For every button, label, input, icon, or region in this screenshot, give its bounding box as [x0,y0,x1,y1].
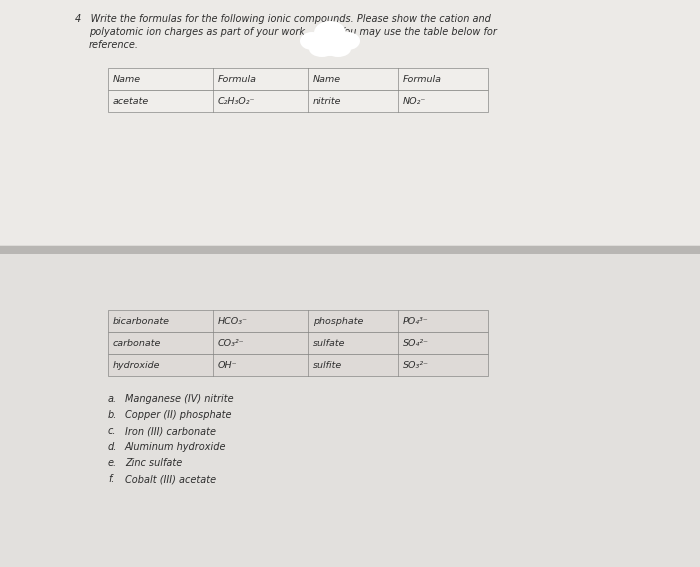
Text: PO₄³⁻: PO₄³⁻ [403,316,428,325]
Text: NO₂⁻: NO₂⁻ [403,96,426,105]
Text: Aluminum hydroxide: Aluminum hydroxide [125,442,227,452]
Text: HCO₃⁻: HCO₃⁻ [218,316,248,325]
Text: C₂H₃O₂⁻: C₂H₃O₂⁻ [218,96,256,105]
Ellipse shape [336,32,360,50]
Text: Zinc sulfate: Zinc sulfate [125,458,182,468]
Text: SO₃²⁻: SO₃²⁻ [403,361,429,370]
Ellipse shape [325,41,351,57]
Ellipse shape [309,41,335,57]
Text: hydroxide: hydroxide [113,361,160,370]
Text: Copper (II) phosphate: Copper (II) phosphate [125,410,232,420]
Ellipse shape [315,38,345,56]
Text: f.: f. [108,474,114,484]
Text: Name: Name [113,74,141,83]
FancyBboxPatch shape [0,246,700,254]
Text: phosphate: phosphate [313,316,363,325]
Text: nitrite: nitrite [313,96,342,105]
Text: b.: b. [108,410,118,420]
Text: carbonate: carbonate [113,338,162,348]
Text: Formula: Formula [218,74,257,83]
Text: OH⁻: OH⁻ [218,361,237,370]
Text: e.: e. [108,458,117,468]
Text: sulfate: sulfate [313,338,346,348]
Ellipse shape [300,32,324,50]
Text: d.: d. [108,442,118,452]
Text: SO₄²⁻: SO₄²⁻ [403,338,429,348]
FancyBboxPatch shape [108,90,488,112]
Text: Name: Name [313,74,341,83]
Text: bicarbonate: bicarbonate [113,316,170,325]
Text: acetate: acetate [113,96,149,105]
Text: CO₃²⁻: CO₃²⁻ [218,338,244,348]
Ellipse shape [314,21,346,45]
Text: Iron (III) carbonate: Iron (III) carbonate [125,426,216,436]
Text: 4   Write the formulas for the following ionic compounds. Please show the cation: 4 Write the formulas for the following i… [75,14,491,24]
Text: sulfite: sulfite [313,361,342,370]
Text: reference.: reference. [89,40,139,50]
FancyBboxPatch shape [108,332,488,354]
FancyBboxPatch shape [0,0,700,245]
Text: c.: c. [108,426,116,436]
FancyBboxPatch shape [108,310,488,332]
Text: Formula: Formula [403,74,442,83]
Text: polyatomic ion charges as part of your work.          You may use the table belo: polyatomic ion charges as part of your w… [89,27,497,37]
Text: Cobalt (III) acetate: Cobalt (III) acetate [125,474,216,484]
FancyBboxPatch shape [0,254,700,567]
Text: a.: a. [108,394,117,404]
FancyBboxPatch shape [108,68,488,90]
Text: Manganese (IV) nitrite: Manganese (IV) nitrite [125,394,234,404]
FancyBboxPatch shape [108,354,488,376]
